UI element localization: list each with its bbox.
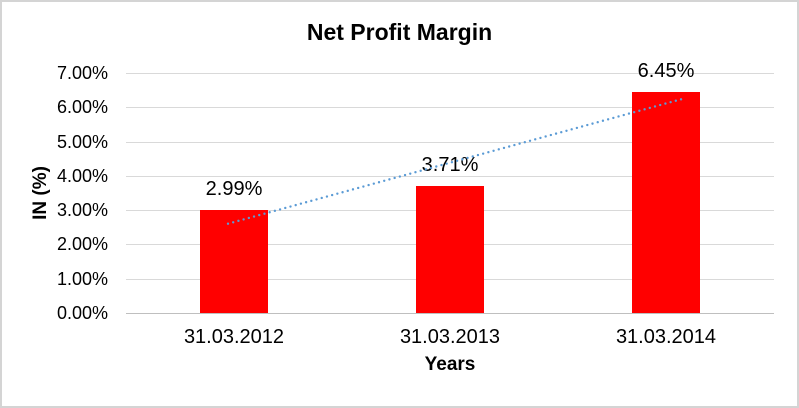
x-tick-31-03-2014: 31.03.2014 [615, 326, 717, 348]
x-tick-31-03-2013: 31.03.2013 [399, 326, 501, 348]
bar-31-03-2013 [416, 186, 484, 313]
y-tick-7-00: 7.00% [56, 63, 108, 83]
y-tick-0-00: 0.00% [56, 303, 108, 323]
y-tick-1-00: 1.00% [56, 269, 108, 289]
gridline-7 [126, 73, 774, 74]
bar-31-03-2014 [632, 92, 700, 313]
chart-title: Net Profit Margin [306, 19, 493, 45]
gridline-0 [126, 313, 774, 314]
bar-31-03-2012 [200, 210, 268, 313]
x-axis-title: Years [424, 354, 476, 375]
y-tick-4-00: 4.00% [56, 166, 108, 186]
y-tick-2-00: 2.00% [56, 234, 108, 254]
data-label-31-03-2014: 6.45% [637, 60, 695, 82]
y-tick-5-00: 5.00% [56, 132, 108, 152]
y-tick-3-00: 3.00% [56, 200, 108, 220]
data-label-31-03-2013: 3.71% [421, 154, 479, 176]
data-label-31-03-2012: 2.99% [205, 178, 263, 200]
x-tick-31-03-2012: 31.03.2012 [183, 326, 285, 348]
y-tick-6-00: 6.00% [56, 97, 108, 117]
